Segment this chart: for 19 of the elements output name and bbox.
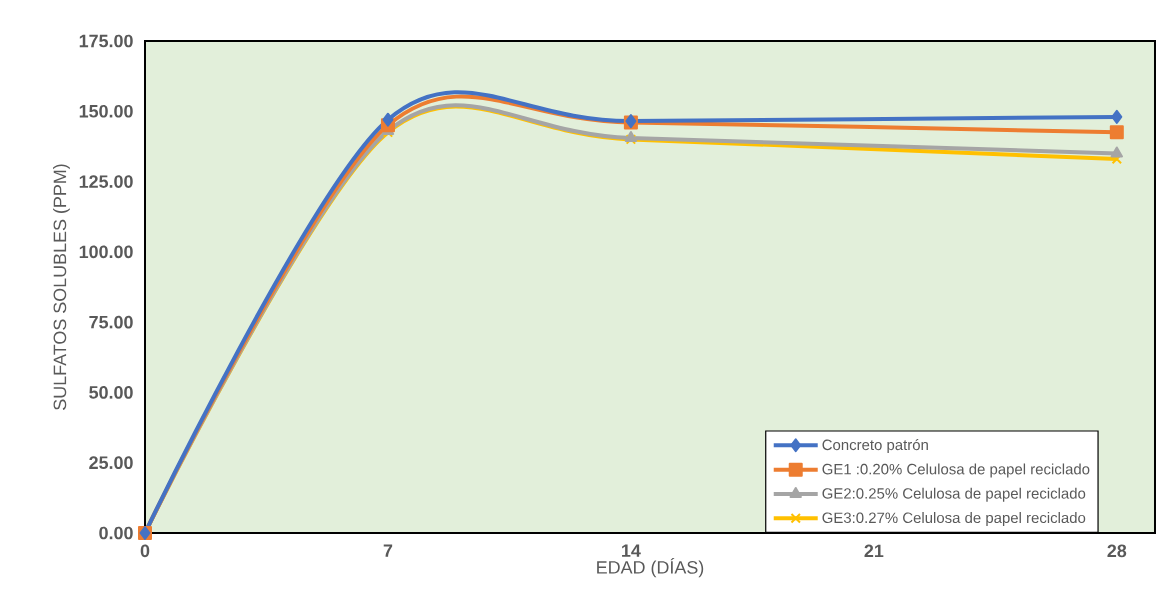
x-tick-label: 28	[1107, 544, 1127, 558]
x-tick-label: 21	[864, 544, 884, 558]
legend-label: GE2:0.25% Celulosa de papel reciclado	[822, 487, 1086, 502]
legend-label: Concreto patrón	[822, 438, 928, 454]
x-tick-label: 14	[622, 544, 641, 557]
x-tick-label: 0	[140, 544, 150, 558]
legend-label: GE3:0.27% Celulosa de papel reciclado	[822, 512, 1086, 527]
x-tick-label: 7	[383, 544, 393, 557]
y-tick-label: 25.00	[89, 456, 133, 470]
y-tick-label: 150.00	[79, 104, 133, 118]
y-axis-title: SULFATOS SOLUBLES (PPM)	[53, 164, 70, 410]
y-tick-label: 50.00	[89, 386, 133, 399]
x-axis-title: EDAD (DÍAS)	[597, 558, 704, 578]
y-tick-label: 100.00	[79, 245, 133, 259]
y-tick-label: 75.00	[89, 315, 133, 329]
y-tick-label: 175.00	[79, 34, 133, 48]
y-tick-label: 0.00	[99, 526, 133, 540]
legend-label: GE1 :0.20% Celulosa de papel reciclado	[822, 463, 1090, 478]
y-tick-label: 125.00	[79, 175, 133, 188]
